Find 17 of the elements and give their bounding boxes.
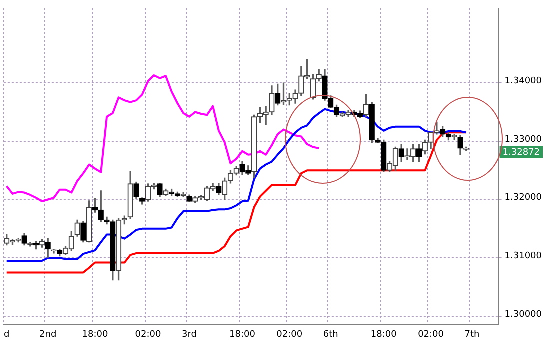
y-tick-label: 1.32000 (504, 193, 542, 204)
x-tick-label: 18:00 (82, 330, 108, 340)
x-tick-label: 7th (464, 330, 480, 340)
x-tick-label: d (4, 330, 10, 340)
x-tick-label: 6th (323, 330, 338, 340)
y-tick-label: 1.31000 (504, 251, 542, 262)
x-tick-label: 3rd (182, 330, 197, 340)
y-tick-label: 1.33000 (504, 134, 542, 145)
x-tick-label: 02:00 (418, 330, 444, 340)
y-tick-label: 1.30000 (504, 310, 542, 320)
x-tick-label: 02:00 (276, 330, 303, 340)
y-tick-label: 1.34000 (504, 76, 542, 86)
text: 1.32872 (502, 148, 540, 158)
x-tick-label: 02:00 (135, 330, 162, 340)
x-tick-label: 18:00 (230, 330, 256, 340)
x-tick-label: 2nd (40, 330, 57, 340)
x-tick-label: 18:00 (370, 330, 398, 340)
